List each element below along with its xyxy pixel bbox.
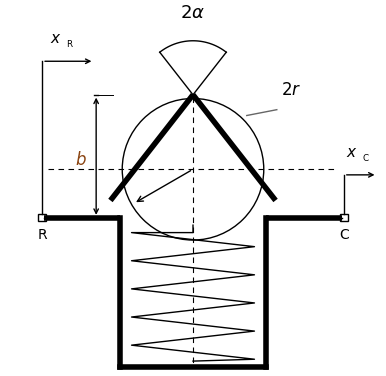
Text: $_{\rm C}$: $_{\rm C}$	[362, 151, 370, 164]
Text: $2\alpha$: $2\alpha$	[181, 4, 205, 22]
Text: $2r$: $2r$	[281, 80, 301, 99]
Text: R: R	[37, 228, 47, 242]
Text: $b$: $b$	[75, 151, 87, 169]
Text: $x$: $x$	[346, 145, 357, 160]
Text: $x$: $x$	[49, 31, 61, 46]
Bar	[340, 214, 347, 221]
Text: C: C	[339, 228, 349, 242]
Text: $_{\rm R}$: $_{\rm R}$	[66, 37, 74, 50]
Bar	[39, 214, 46, 221]
